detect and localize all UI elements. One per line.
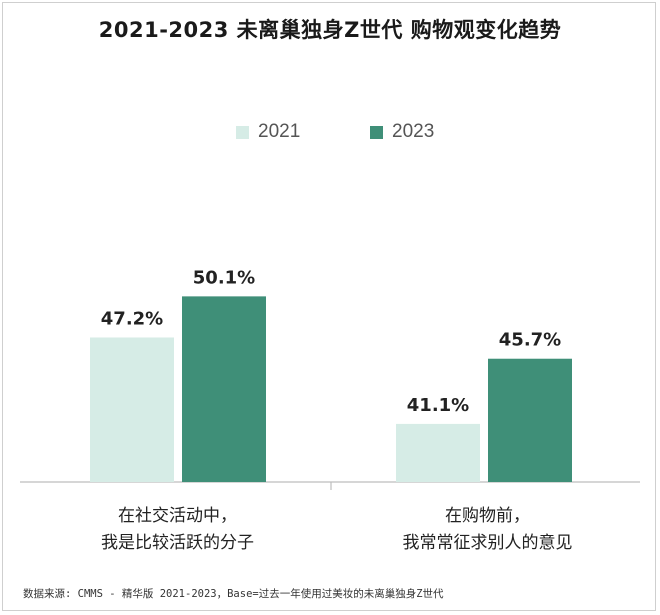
chart-title: 2021-2023 未离巢独身Z世代 购物观变化趋势 — [98, 18, 562, 42]
legend-label-2023: 2023 — [392, 121, 435, 142]
category-label-shopping: 在购物前， 我常常征求别人的意见 — [402, 506, 573, 553]
bar-2021-category-1 — [396, 423, 480, 482]
chart-legend: 2021 2023 — [0, 118, 660, 146]
bar-2023-category-0 — [182, 296, 266, 482]
data-label-2021-category-0: 47.2% — [101, 308, 163, 329]
legend-label-2021: 2021 — [258, 121, 301, 142]
legend-swatch-2021 — [236, 125, 249, 139]
legend-swatch-2023 — [370, 125, 383, 139]
source-note: 数据来源: CMMS - 精华版 2021-2023，Base=过去一年使用过美… — [23, 588, 444, 600]
category-label-social: 在社交活动中， 我是比较活跃的分子 — [101, 506, 254, 553]
data-label-2023-category-1: 45.7% — [499, 330, 561, 351]
legend-item-2023: 2023 — [370, 118, 434, 146]
legend-item-2021: 2021 — [236, 118, 300, 146]
bar-2023-category-1 — [488, 358, 572, 482]
data-label-2023-category-0: 50.1% — [193, 267, 255, 288]
data-label-2021-category-1: 41.1% — [407, 395, 469, 416]
bar-2021-category-0 — [90, 337, 174, 482]
